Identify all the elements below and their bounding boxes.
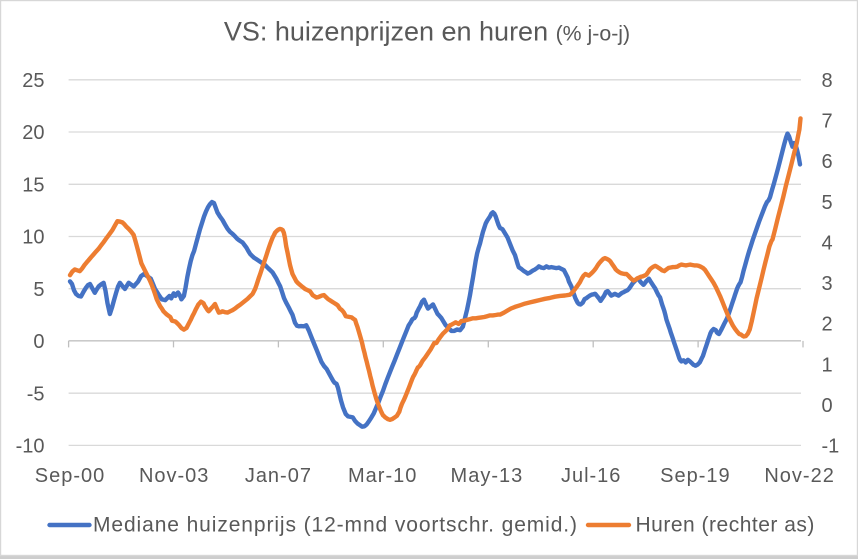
svg-text:6: 6	[822, 151, 833, 173]
svg-text:0: 0	[33, 331, 44, 353]
svg-text:25: 25	[22, 70, 44, 92]
svg-text:Nov-22: Nov-22	[764, 465, 834, 487]
svg-text:2: 2	[822, 314, 833, 336]
svg-text:10: 10	[22, 227, 44, 249]
svg-text:Jul-16: Jul-16	[561, 465, 621, 487]
svg-text:1: 1	[822, 354, 833, 376]
svg-text:20: 20	[22, 122, 44, 144]
svg-text:Mar-10: Mar-10	[348, 465, 417, 487]
svg-text:Nov-03: Nov-03	[139, 465, 209, 487]
svg-text:5: 5	[33, 279, 44, 301]
svg-text:0: 0	[822, 395, 833, 417]
svg-text:May-13: May-13	[451, 465, 524, 487]
svg-text:-10: -10	[16, 436, 45, 458]
svg-text:5: 5	[822, 192, 833, 214]
svg-text:Jan-07: Jan-07	[245, 465, 312, 487]
svg-text:8: 8	[822, 70, 833, 92]
svg-text:-1: -1	[822, 436, 840, 458]
svg-text:7: 7	[822, 111, 833, 133]
svg-text:Sep-19: Sep-19	[660, 465, 731, 487]
svg-text:4: 4	[822, 233, 833, 255]
svg-text:3: 3	[822, 273, 833, 295]
svg-text:VS: huizenprijzen en huren (%: VS: huizenprijzen en huren (% j-o-j)	[224, 17, 630, 47]
svg-text:Mediane huizenprijs (12-mnd vo: Mediane huizenprijs (12-mnd voortschr. g…	[93, 514, 578, 537]
svg-text:15: 15	[22, 175, 44, 197]
svg-text:-5: -5	[27, 383, 45, 405]
svg-text:Huren (rechter as): Huren (rechter as)	[636, 514, 815, 537]
svg-text:Sep-00: Sep-00	[35, 465, 106, 487]
